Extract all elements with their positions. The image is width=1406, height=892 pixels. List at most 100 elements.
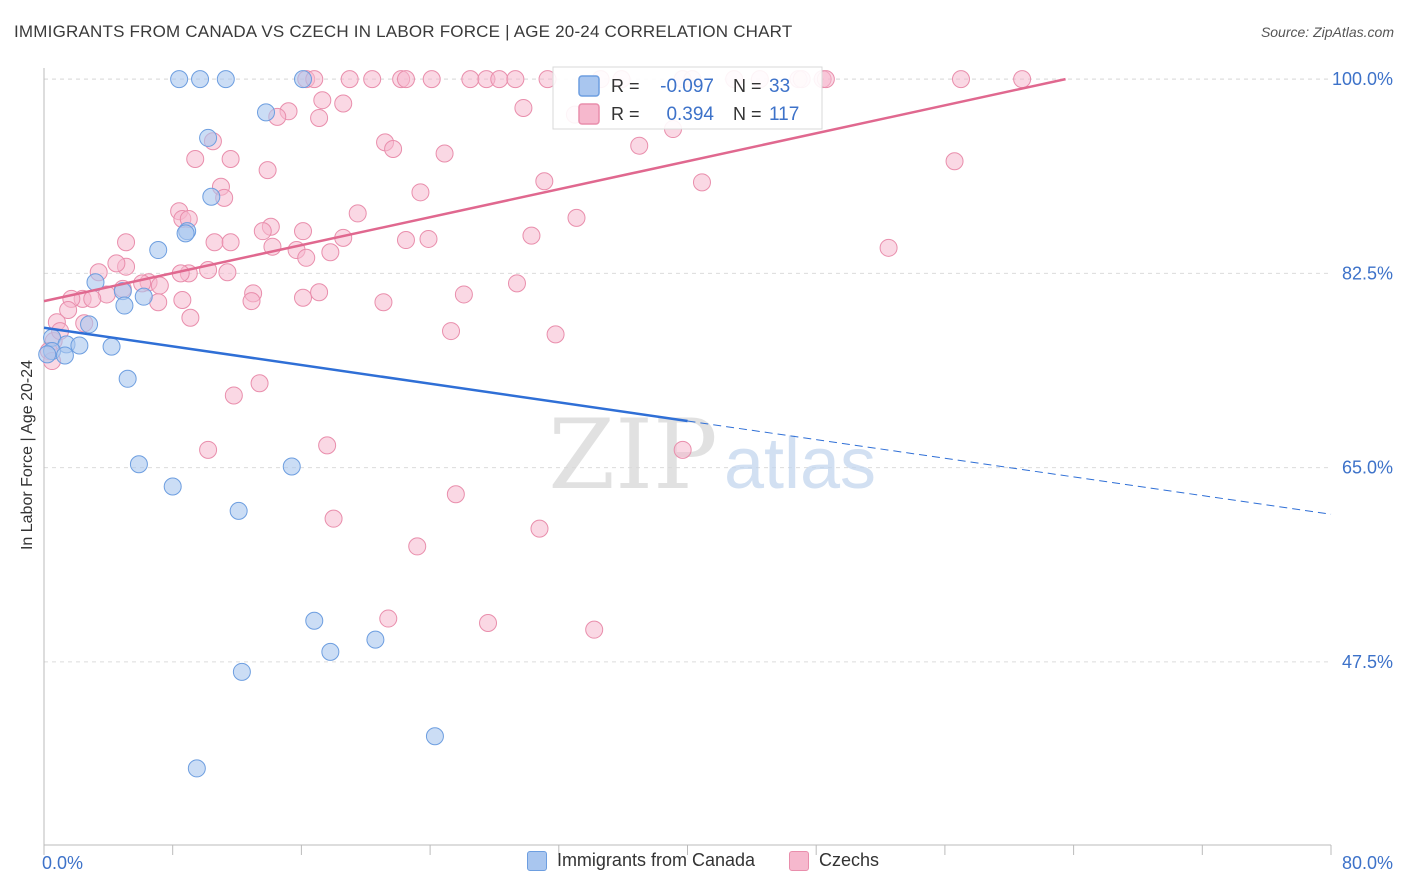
czech-point xyxy=(419,229,438,248)
stats-swatch-1 xyxy=(578,103,600,125)
stats-legend-box: R = -0.097 N = 33 R = 0.394 N = 117 xyxy=(552,66,823,130)
czech-point xyxy=(408,537,427,556)
czech-point xyxy=(313,91,332,110)
czech-point xyxy=(945,152,964,171)
y-tick-label: 100.0% xyxy=(1332,69,1393,89)
y-tick-label: 82.5% xyxy=(1342,263,1393,283)
canada-point xyxy=(176,224,195,243)
legend-swatch-canada xyxy=(526,850,547,871)
tick-labels: 47.5% 65.0% 82.5% 100.0% 0.0% 80.0% xyxy=(42,69,1393,873)
chart-legend: Immigrants from Canada Czechs xyxy=(0,850,1406,871)
czech-point xyxy=(422,70,441,89)
canada-point xyxy=(229,501,248,520)
canada-point xyxy=(170,70,189,89)
czech-point xyxy=(490,70,509,89)
canada-point xyxy=(102,337,121,356)
czech-point xyxy=(692,173,711,192)
czech-point xyxy=(396,70,415,89)
axes xyxy=(43,68,1332,855)
watermark: ZIP atlas xyxy=(548,399,876,511)
czech-point xyxy=(442,322,461,341)
czech-point xyxy=(294,288,313,307)
canada-point xyxy=(55,346,74,365)
czech-point xyxy=(340,70,359,89)
canada-point xyxy=(282,457,301,476)
czech-point xyxy=(310,283,329,302)
czech-point xyxy=(250,374,269,393)
czech-point xyxy=(567,208,586,227)
stats-n-value: 33 xyxy=(769,76,790,97)
canada-point xyxy=(199,128,218,147)
czech-point xyxy=(514,98,533,117)
stats-swatch-0 xyxy=(578,75,600,97)
czech-point xyxy=(507,274,526,293)
czech-points xyxy=(39,70,1032,639)
czech-point xyxy=(630,136,649,155)
x-tick-label-max: 80.0% xyxy=(1342,853,1393,873)
legend-label-czech: Czechs xyxy=(819,850,880,870)
canada-point xyxy=(118,369,137,388)
canada-point xyxy=(115,296,134,315)
watermark-atlas: atlas xyxy=(724,424,876,504)
canada-point xyxy=(305,611,324,630)
canada-points xyxy=(38,70,444,778)
czech-point xyxy=(258,161,277,180)
legend-label-canada: Immigrants from Canada xyxy=(556,850,756,870)
canada-point xyxy=(163,477,182,496)
czech-point xyxy=(334,94,353,113)
czech-point xyxy=(363,70,382,89)
legend-item-canada[interactable]: Immigrants from Canada xyxy=(526,850,756,871)
czech-point xyxy=(242,292,261,311)
canada-point xyxy=(366,630,385,649)
canada-point xyxy=(321,642,340,661)
czech-point xyxy=(253,222,272,241)
stats-r-label: R = xyxy=(611,76,640,96)
czech-point xyxy=(535,172,554,191)
czech-point xyxy=(221,150,240,169)
y-tick-label: 47.5% xyxy=(1342,652,1393,672)
czech-point xyxy=(673,440,692,459)
watermark-zip: ZIP xyxy=(548,399,717,511)
legend-swatch-czech xyxy=(789,850,810,871)
czech-point xyxy=(348,204,367,223)
canada-point xyxy=(294,70,313,89)
czech-point xyxy=(294,222,313,241)
czech-point xyxy=(461,70,480,89)
stats-n-value: 117 xyxy=(769,104,799,125)
canada-point xyxy=(187,759,206,778)
x-tick-label-min: 0.0% xyxy=(42,853,83,873)
stats-n-label: N = xyxy=(733,76,762,96)
czech-point xyxy=(454,285,473,304)
czech-point xyxy=(546,325,565,344)
czech-point xyxy=(310,108,329,127)
czech-point xyxy=(321,243,340,262)
czech-point xyxy=(396,231,415,250)
canada-point xyxy=(232,662,251,681)
canada-point xyxy=(149,241,168,260)
czech-point xyxy=(117,233,136,252)
stats-r-label: R = xyxy=(611,104,640,124)
source-label: Source: ZipAtlas.com xyxy=(1260,24,1394,40)
czech-point xyxy=(150,276,169,295)
czech-point xyxy=(173,290,192,309)
czech-point xyxy=(530,519,549,538)
canada-point xyxy=(425,727,444,746)
czech-point xyxy=(585,620,604,639)
czech-point xyxy=(446,485,465,504)
canada-point xyxy=(134,287,153,306)
czech-point xyxy=(435,144,454,163)
canada-point xyxy=(80,315,99,334)
czech-point xyxy=(221,233,240,252)
stats-r-value: -0.097 xyxy=(660,76,714,97)
canada-point xyxy=(129,455,148,474)
canada-point xyxy=(202,187,221,206)
czech-point xyxy=(379,609,398,628)
legend-item-czech[interactable]: Czechs xyxy=(789,850,879,871)
czech-point xyxy=(384,140,403,159)
czech-point xyxy=(951,70,970,89)
czech-point xyxy=(224,386,243,405)
canada-trend-line-projection xyxy=(687,420,1332,515)
czech-point xyxy=(411,183,430,202)
y-tick-label: 65.0% xyxy=(1342,458,1393,478)
czech-point xyxy=(324,509,343,528)
